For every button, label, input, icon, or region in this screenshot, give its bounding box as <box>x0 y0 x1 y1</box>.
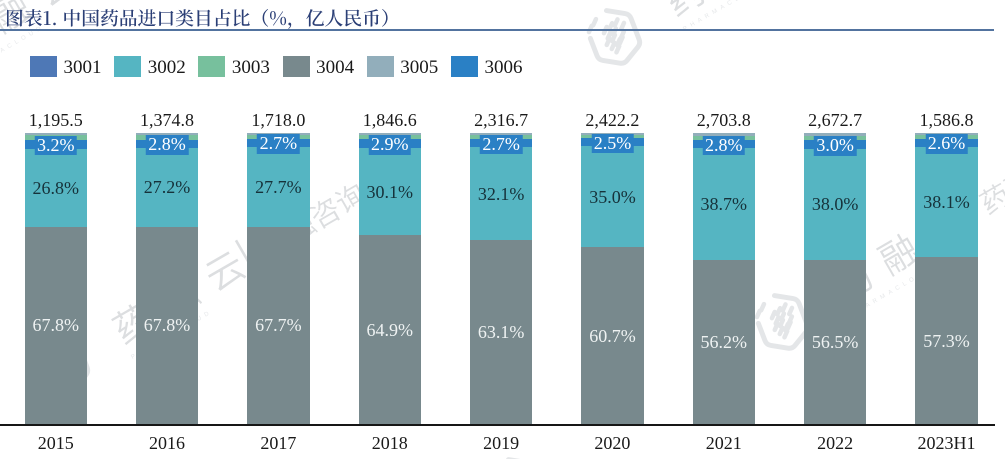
svg-text:PHARMACLOUD: PHARMACLOUD <box>682 0 765 33</box>
